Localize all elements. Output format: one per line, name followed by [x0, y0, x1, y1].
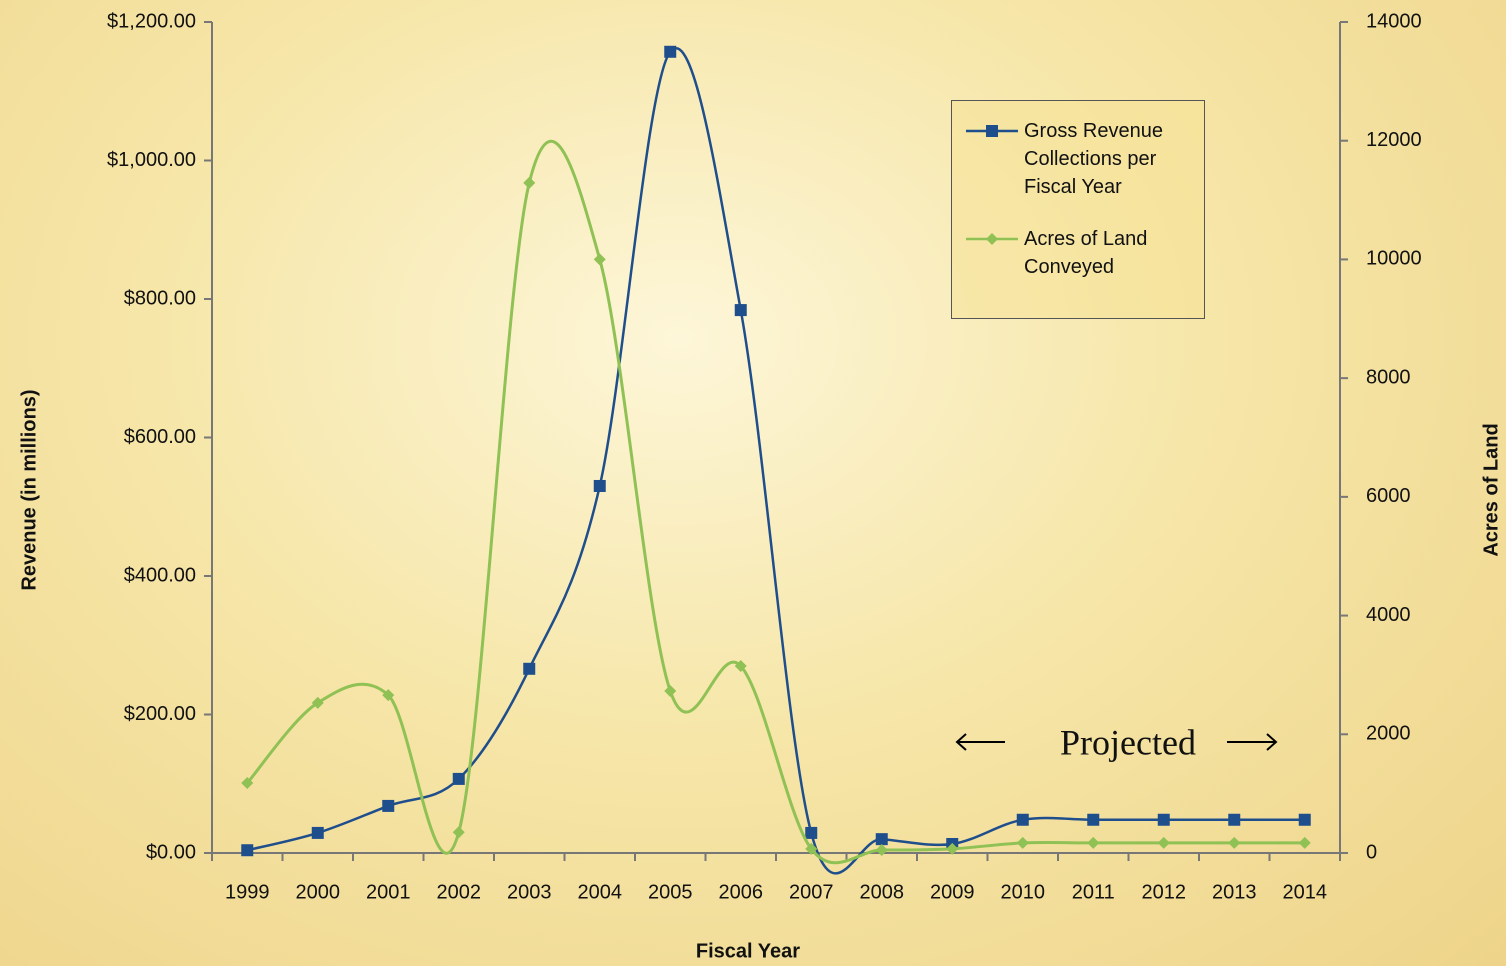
- y-tick-label: $400.00: [124, 564, 196, 586]
- point-marker: [875, 844, 888, 857]
- point-marker: [805, 842, 818, 855]
- point-marker: [593, 253, 606, 266]
- y-tick-label: $0.00: [146, 841, 196, 863]
- point-marker: [664, 45, 677, 58]
- y-axis-title: Revenue (in millions): [18, 389, 40, 590]
- x-tick-label: 2004: [578, 881, 623, 903]
- y2-tick-label: 2000: [1366, 723, 1411, 745]
- point-marker: [1157, 813, 1170, 826]
- y-tick-label: $600.00: [124, 426, 196, 448]
- point-marker: [946, 842, 959, 855]
- y2-tick-label: 4000: [1366, 604, 1411, 626]
- x-tick-label: 2014: [1283, 881, 1328, 903]
- x-tick-label: 2009: [930, 881, 975, 903]
- x-tick-label: 1999: [225, 881, 270, 903]
- x-tick-label: 2001: [366, 881, 411, 903]
- y2-tick-label: 14000: [1366, 10, 1422, 32]
- point-marker: [311, 826, 324, 839]
- point-marker: [664, 684, 677, 697]
- point-marker: [1298, 813, 1311, 826]
- point-marker: [241, 776, 254, 789]
- legend-swatch: [966, 125, 1018, 137]
- legend-label: Gross Revenue Collections per Fiscal Yea…: [1024, 120, 1163, 198]
- point-marker: [452, 772, 465, 785]
- point-marker: [875, 833, 888, 846]
- x-tick-label: 2006: [719, 881, 764, 903]
- x-tick-label: 2012: [1142, 881, 1187, 903]
- x-tick-label: 2007: [789, 881, 834, 903]
- point-marker: [734, 660, 747, 673]
- legend-item: Acres of Land Conveyed: [964, 225, 1194, 281]
- legend-item: Gross Revenue Collections per Fiscal Yea…: [964, 117, 1194, 201]
- y-tick-label: $200.00: [124, 703, 196, 725]
- point-marker: [805, 826, 818, 839]
- point-marker: [1298, 836, 1311, 849]
- x-tick-label: 2005: [648, 881, 693, 903]
- point-marker: [1228, 813, 1241, 826]
- point-marker: [523, 662, 536, 675]
- x-axis-title: Fiscal Year: [696, 940, 800, 962]
- legend: Gross Revenue Collections per Fiscal Yea…: [951, 100, 1205, 319]
- point-marker: [1087, 836, 1100, 849]
- point-marker: [382, 799, 395, 812]
- point-marker: [1087, 813, 1100, 826]
- point-marker: [593, 479, 606, 492]
- y-tick-label: $800.00: [124, 287, 196, 309]
- legend-label: Acres of Land Conveyed: [1024, 228, 1148, 278]
- point-marker: [523, 176, 536, 189]
- annotation-arrows: [955, 733, 1278, 751]
- y2-axis-title: Acres of Land: [1480, 423, 1502, 556]
- point-marker: [1228, 836, 1241, 849]
- point-marker: [241, 844, 254, 857]
- point-marker: [1016, 813, 1029, 826]
- point-marker: [311, 696, 324, 709]
- point-marker: [382, 689, 395, 702]
- point-marker: [1157, 836, 1170, 849]
- y2-tick-label: 10000: [1366, 248, 1422, 270]
- annotation: Projected: [1060, 722, 1196, 762]
- y-tick-label: $1,200.00: [107, 10, 196, 32]
- x-tick-label: 2011: [1072, 881, 1115, 903]
- y2-tick-label: 0: [1366, 841, 1377, 863]
- point-marker: [734, 304, 747, 317]
- x-tick-label: 2002: [437, 881, 482, 903]
- x-tick-label: 2003: [507, 881, 552, 903]
- x-tick-label: 2000: [296, 881, 341, 903]
- y2-tick-label: 6000: [1366, 485, 1411, 507]
- point-marker: [452, 826, 465, 839]
- x-tick-label: 2013: [1212, 881, 1257, 903]
- legend-swatch: [966, 233, 1018, 245]
- y2-tick-label: 8000: [1366, 366, 1411, 388]
- y2-tick-label: 12000: [1366, 129, 1422, 151]
- x-tick-label: 2010: [1001, 881, 1046, 903]
- y-tick-label: $1,000.00: [107, 149, 196, 171]
- x-tick-label: 2008: [860, 881, 905, 903]
- point-marker: [1016, 836, 1029, 849]
